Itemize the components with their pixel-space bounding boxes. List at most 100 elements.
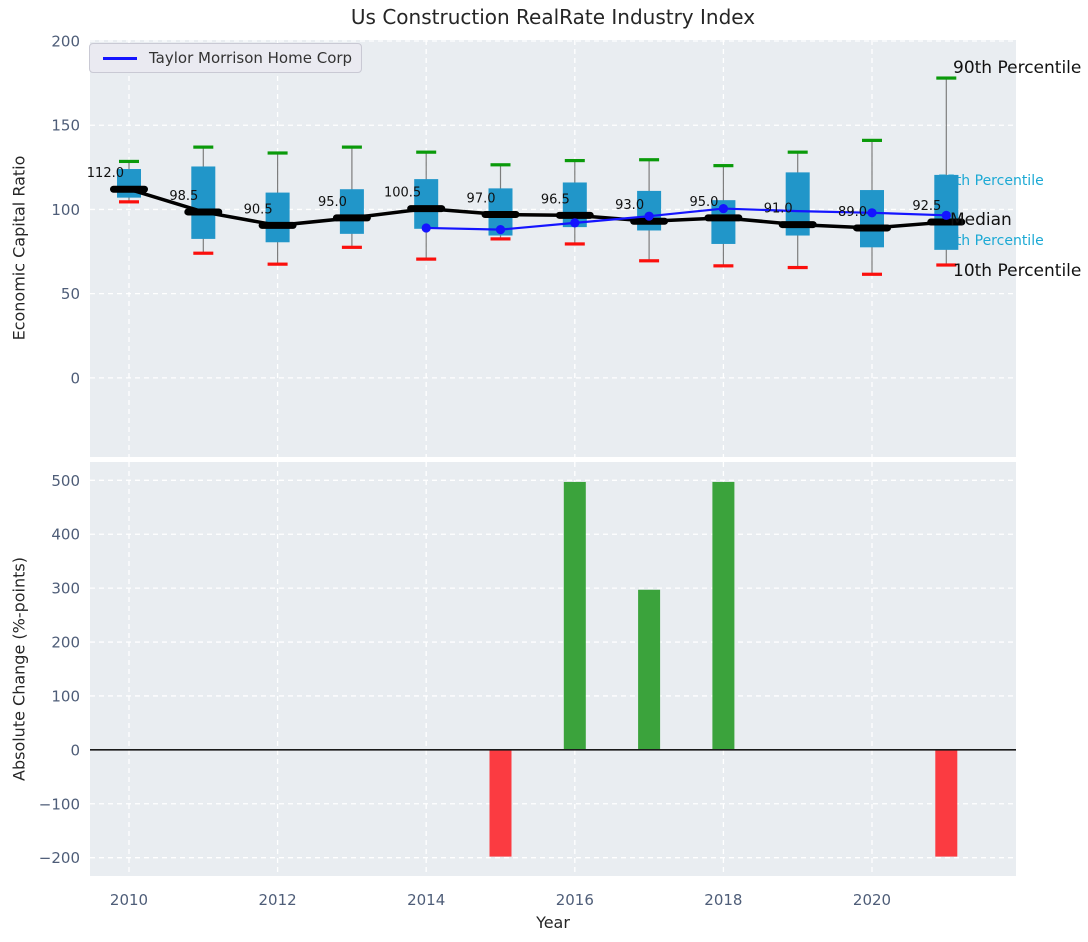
cap-10th (862, 272, 882, 276)
top-y-tick-label: 50 (61, 285, 80, 303)
boxplot-year-group (265, 151, 290, 266)
cap-90th (936, 76, 957, 80)
cap-90th (787, 150, 808, 154)
cap-10th (341, 245, 362, 249)
boxplot-year-group (339, 145, 364, 249)
boxplot-year-group (562, 158, 587, 246)
x-tick-label: 2018 (704, 891, 742, 909)
bottom-y-tick-label: −200 (39, 849, 80, 867)
median-bar (927, 218, 966, 226)
bar-positive (563, 481, 586, 750)
cap-90th (639, 158, 660, 162)
cap-10th (936, 263, 957, 267)
median-bar (407, 205, 446, 213)
cap-90th (713, 164, 734, 168)
boxplot-year-group (860, 138, 884, 276)
iqr-box (265, 192, 290, 243)
median-bar (258, 221, 297, 229)
cap-90th (119, 159, 139, 164)
bottom-y-tick-label: 300 (51, 580, 80, 598)
median-bar (778, 221, 817, 229)
top-y-tick-label: 0 (70, 369, 80, 387)
top-plot-background (90, 40, 1016, 457)
legend-line-sample (103, 56, 137, 60)
iqr-box (860, 190, 884, 248)
median-value-label: 91.0 (764, 202, 793, 217)
bar-positive (638, 589, 661, 750)
median-bar (555, 211, 594, 219)
boxplot-year-group (191, 145, 216, 255)
x-tick-label: 2016 (556, 891, 594, 909)
bottom-y-tick-label: 0 (70, 741, 80, 759)
company-marker (867, 208, 877, 218)
bottom-y-tick-label: 100 (51, 687, 80, 705)
cap-10th (119, 200, 139, 204)
median-bar (630, 217, 669, 225)
bottom-y-tick-label: −100 (39, 795, 80, 813)
top-y-tick-label: 100 (51, 201, 80, 219)
median-value-label: 92.5 (912, 199, 941, 214)
median-value-label: 90.5 (244, 202, 273, 217)
median-value-label: 112.0 (87, 166, 124, 181)
bottom-y-tick-label: 400 (51, 526, 80, 544)
legend: Taylor Morrison Home Corp (89, 43, 362, 73)
median-value-label: 95.0 (318, 195, 347, 210)
chart-title: Us Construction RealRate Industry Index (350, 5, 756, 29)
cap-10th (639, 259, 660, 263)
cap-10th (490, 237, 511, 241)
median-value-label: 97.0 (467, 191, 496, 206)
company-marker (495, 225, 506, 235)
cap-10th (193, 251, 214, 255)
median-bar (184, 208, 223, 216)
median-value-label: 100.5 (384, 186, 421, 201)
cap-10th (416, 257, 437, 261)
legend-label: Taylor Morrison Home Corp (149, 49, 353, 67)
bar-negative (489, 749, 512, 857)
x-tick-label: 2010 (110, 891, 148, 909)
iqr-box (414, 179, 439, 229)
company-line (426, 207, 947, 231)
company-marker (718, 203, 729, 214)
bottom-y-axis-label: Absolute Change (%-points) (9, 557, 29, 781)
percentile-annotation: 90th Percentile (953, 58, 1082, 78)
x-axis-label: Year (536, 913, 570, 932)
median-value-label: 96.5 (541, 192, 570, 207)
median-bar (704, 214, 743, 222)
cap-90th (267, 151, 288, 155)
x-tick-label: 2014 (407, 891, 445, 909)
bottom-plot-background (90, 462, 1016, 876)
top-y-axis-label: Economic Capital Ratio (9, 155, 29, 341)
median-bar (853, 224, 891, 232)
median-value-label: 89.0 (838, 205, 867, 220)
percentile-annotation: 25th Percentile (938, 233, 1044, 249)
median-bar (332, 214, 371, 222)
cap-10th (787, 265, 808, 270)
iqr-box (339, 189, 364, 234)
median-value-label: 98.5 (169, 189, 198, 204)
cap-90th (341, 145, 362, 149)
cap-10th (564, 242, 585, 246)
percentile-annotation: 75th Percentile (938, 173, 1044, 189)
percentile-annotation: Median (950, 210, 1012, 230)
cap-90th (564, 158, 585, 163)
top-y-tick-label: 200 (51, 33, 80, 51)
cap-90th (416, 150, 437, 154)
bar-positive (712, 481, 735, 750)
x-tick-label: 2020 (853, 891, 891, 909)
median-value-label: 95.0 (689, 195, 718, 210)
company-marker (421, 223, 431, 233)
cap-90th (862, 138, 882, 142)
median-bar (481, 210, 520, 218)
top-y-tick-label: 150 (51, 117, 80, 135)
median-value-label: 93.0 (615, 198, 644, 213)
boxplot-year-group (414, 150, 439, 261)
bottom-y-tick-label: 500 (51, 472, 80, 490)
iqr-box (191, 166, 216, 239)
cap-10th (267, 262, 288, 266)
company-marker (644, 211, 654, 221)
cap-90th (193, 145, 214, 149)
median-bar (110, 185, 148, 193)
x-tick-label: 2012 (259, 891, 297, 909)
